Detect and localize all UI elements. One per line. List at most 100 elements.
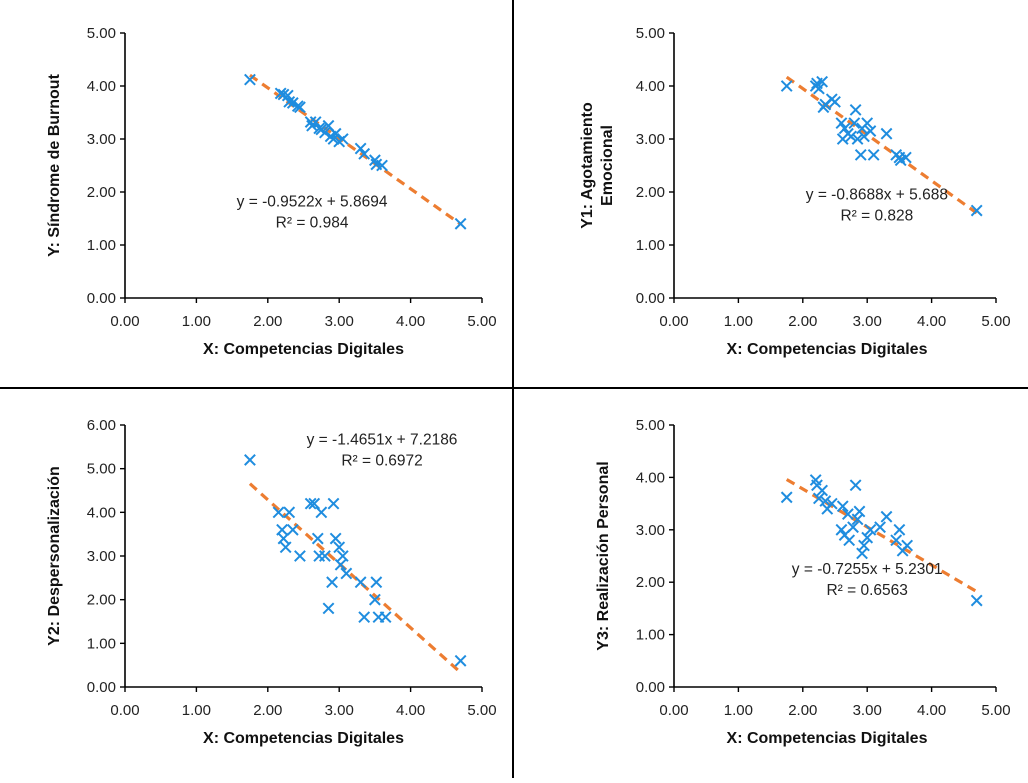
data-point-stroke xyxy=(308,497,321,510)
y-axis-title: Y1: Agotamiento Emocional xyxy=(579,102,616,229)
data-point-stroke xyxy=(272,506,285,519)
data-point-stroke xyxy=(847,521,859,534)
data-point-stroke xyxy=(812,82,825,95)
data-point-stroke xyxy=(829,95,841,108)
data-point-stroke xyxy=(370,576,383,589)
x-tick-label: 4.00 xyxy=(917,313,946,330)
data-point-stroke xyxy=(304,497,317,510)
regression-equation: y = -1.4651x + 7.2186 xyxy=(307,432,458,449)
y-tick-label: 1.00 xyxy=(636,237,665,254)
y-tick-label: 1.00 xyxy=(636,627,665,644)
data-point-stroke xyxy=(874,521,886,534)
data-point-stroke xyxy=(454,217,467,230)
chart-panel-burnout: 0.00 1.00 2.00 3.00 4.00 5.00 0.00 1.00 2.00 3.00… xyxy=(0,0,514,389)
r-squared-label: R² = 0.6972 xyxy=(341,453,422,470)
data-point-stroke xyxy=(970,594,983,607)
data-point xyxy=(812,492,825,505)
data-point-stroke xyxy=(336,133,349,145)
data-point-stroke xyxy=(334,558,347,571)
data-point-stroke xyxy=(322,119,335,132)
data-point xyxy=(294,550,306,562)
data-point-stroke xyxy=(899,151,912,164)
data-point-stroke xyxy=(358,611,371,624)
data-point xyxy=(970,204,983,217)
x-axis-title: X: Competencias Digitales xyxy=(203,730,404,747)
y-axis-title: Y2: Despersonalización xyxy=(46,466,63,646)
y-tick-label: 4.00 xyxy=(636,469,665,486)
x-tick-label: 0.00 xyxy=(659,702,688,719)
data-point-stroke xyxy=(893,523,906,536)
data-point xyxy=(358,147,371,160)
data-point-stroke xyxy=(856,547,868,560)
data-point xyxy=(358,611,371,624)
data-point xyxy=(319,126,331,139)
data-point xyxy=(845,130,858,143)
data-point xyxy=(825,497,838,510)
data-point-stroke xyxy=(845,130,858,143)
x-axis-title: X: Competencias Digitales xyxy=(727,730,928,747)
x-tick-label: 4.00 xyxy=(917,702,946,719)
data-point xyxy=(970,594,983,607)
data-point-stroke xyxy=(848,117,861,130)
data-point xyxy=(309,116,322,128)
data-point xyxy=(327,497,340,510)
data-point-stroke xyxy=(890,534,903,547)
y-tick-label: 2.00 xyxy=(636,184,665,201)
y-tick-label: 5.00 xyxy=(636,25,665,42)
y-axis-title-line: Y1: Agotamiento xyxy=(579,102,596,229)
data-point xyxy=(294,101,306,114)
data-point xyxy=(336,550,349,562)
data-point xyxy=(835,117,848,130)
data-point-stroke xyxy=(841,508,854,520)
r-squared-label: R² = 0.6563 xyxy=(826,582,907,599)
data-point xyxy=(376,159,388,172)
chart-panel-realizacion: 0.00 1.00 2.00 3.00 4.00 5.00 0.00 1.00 2.00 3.00… xyxy=(514,389,1028,778)
data-point xyxy=(780,80,793,92)
data-point-stroke xyxy=(867,148,880,161)
data-point xyxy=(861,531,874,544)
data-point-stroke xyxy=(283,506,296,519)
y-tick-label: 0.00 xyxy=(636,290,665,307)
data-point-stroke xyxy=(340,567,353,580)
y-axis-title-line: Emocional xyxy=(599,125,616,206)
y-tick-label: 5.00 xyxy=(87,25,116,42)
regression-equation: y = -0.7255x + 5.2301 xyxy=(792,561,943,578)
data-point-stroke xyxy=(853,505,866,518)
data-point-stroke xyxy=(835,523,848,536)
data-point xyxy=(379,611,392,624)
data-point-stroke xyxy=(277,88,290,101)
data-point xyxy=(854,148,867,161)
data-point-stroke xyxy=(858,539,870,552)
data-point xyxy=(454,217,467,230)
data-point-stroke xyxy=(835,117,848,130)
data-point-stroke xyxy=(836,500,849,513)
y-tick-label: 1.00 xyxy=(87,237,116,254)
data-point-stroke xyxy=(376,159,388,172)
y-tick-label: 0.00 xyxy=(87,290,116,307)
data-point-stroke xyxy=(309,116,322,128)
data-point xyxy=(843,534,856,547)
data-point xyxy=(874,521,886,534)
y-tick-label: 3.00 xyxy=(636,131,665,148)
data-point xyxy=(864,523,877,536)
data-point-stroke xyxy=(358,147,371,160)
data-point xyxy=(277,88,290,101)
data-point xyxy=(454,654,467,667)
data-point-stroke xyxy=(861,531,874,544)
data-point-stroke xyxy=(274,87,287,100)
x-tick-label: 3.00 xyxy=(853,313,882,330)
data-point-stroke xyxy=(880,127,893,140)
data-point xyxy=(326,576,338,589)
data-point-stroke xyxy=(864,125,877,137)
scatter-chart-realizacion: 0.00 1.00 2.00 3.00 4.00 5.00 0.00 1.00 2.00 3.00… xyxy=(595,417,1011,747)
y-tick-label: 5.00 xyxy=(636,417,665,434)
x-tick-label: 5.00 xyxy=(467,702,496,719)
data-point xyxy=(319,550,331,562)
data-point xyxy=(329,127,342,140)
x-axis-title: X: Competencias Digitales xyxy=(727,341,928,358)
scatter-chart-despersonalizacion: 0.00 1.00 2.00 3.00 4.00 5.00 6.00 0.00 1.00 2.00… xyxy=(46,417,497,747)
data-point-stroke xyxy=(838,122,851,135)
x-tick-label: 1.00 xyxy=(724,702,753,719)
x-axis-title: X: Competencias Digitales xyxy=(203,341,404,358)
data-point xyxy=(835,523,848,536)
